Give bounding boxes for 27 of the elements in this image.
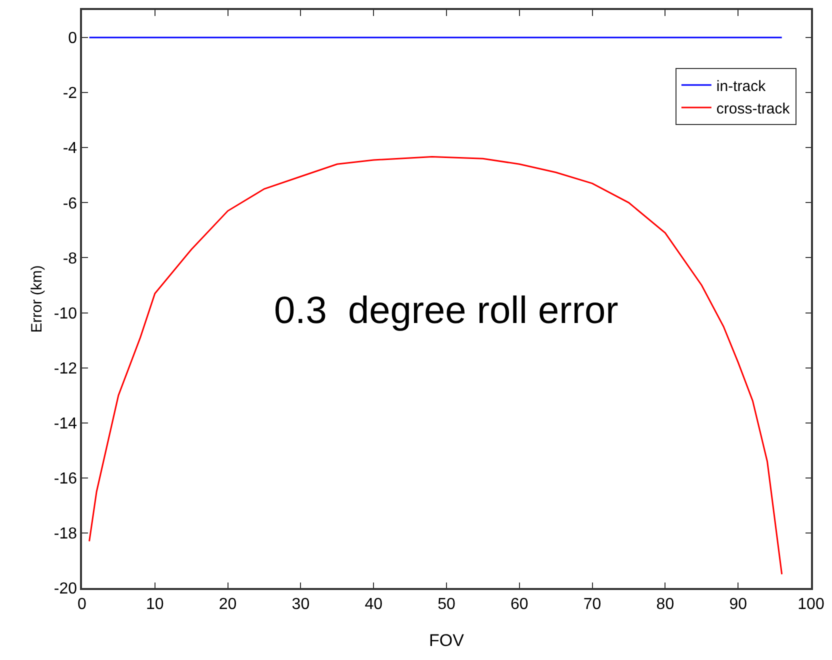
x-tick-label: 60 <box>510 596 528 613</box>
x-tick-label: 50 <box>438 596 456 613</box>
x-tick-label: 10 <box>146 596 164 613</box>
y-axis-title: Error (km) <box>28 265 46 333</box>
y-tick-label: -20 <box>54 580 78 598</box>
y-tick-label: -14 <box>54 415 78 432</box>
x-tick-label: 40 <box>364 596 383 613</box>
x-tick-label: 20 <box>218 596 237 613</box>
x-tick-label: 90 <box>729 596 748 613</box>
line-series <box>88 156 783 575</box>
y-tick-label: 0 <box>68 30 78 48</box>
x-tick-label: 80 <box>656 596 674 613</box>
y-tick-label: -16 <box>54 470 78 488</box>
y-tick-label: -4 <box>62 140 78 158</box>
y-tick-label: -2 <box>62 85 78 102</box>
y-tick-label: -10 <box>54 305 78 322</box>
legend-label: in-track <box>716 78 766 95</box>
y-tick-label: -18 <box>54 526 78 543</box>
y-tick-label: -6 <box>62 195 78 212</box>
x-tick-label: 70 <box>583 596 602 613</box>
y-tick-label: -8 <box>62 250 78 268</box>
legend-label: cross-track <box>716 100 790 118</box>
annotation: 0.3 degree roll error <box>274 290 619 332</box>
x-axis-title: FOV <box>429 630 465 650</box>
x-tick-label: 100 <box>798 596 824 613</box>
x-tick-label: 30 <box>292 596 310 613</box>
y-tick-label: -12 <box>54 360 78 378</box>
